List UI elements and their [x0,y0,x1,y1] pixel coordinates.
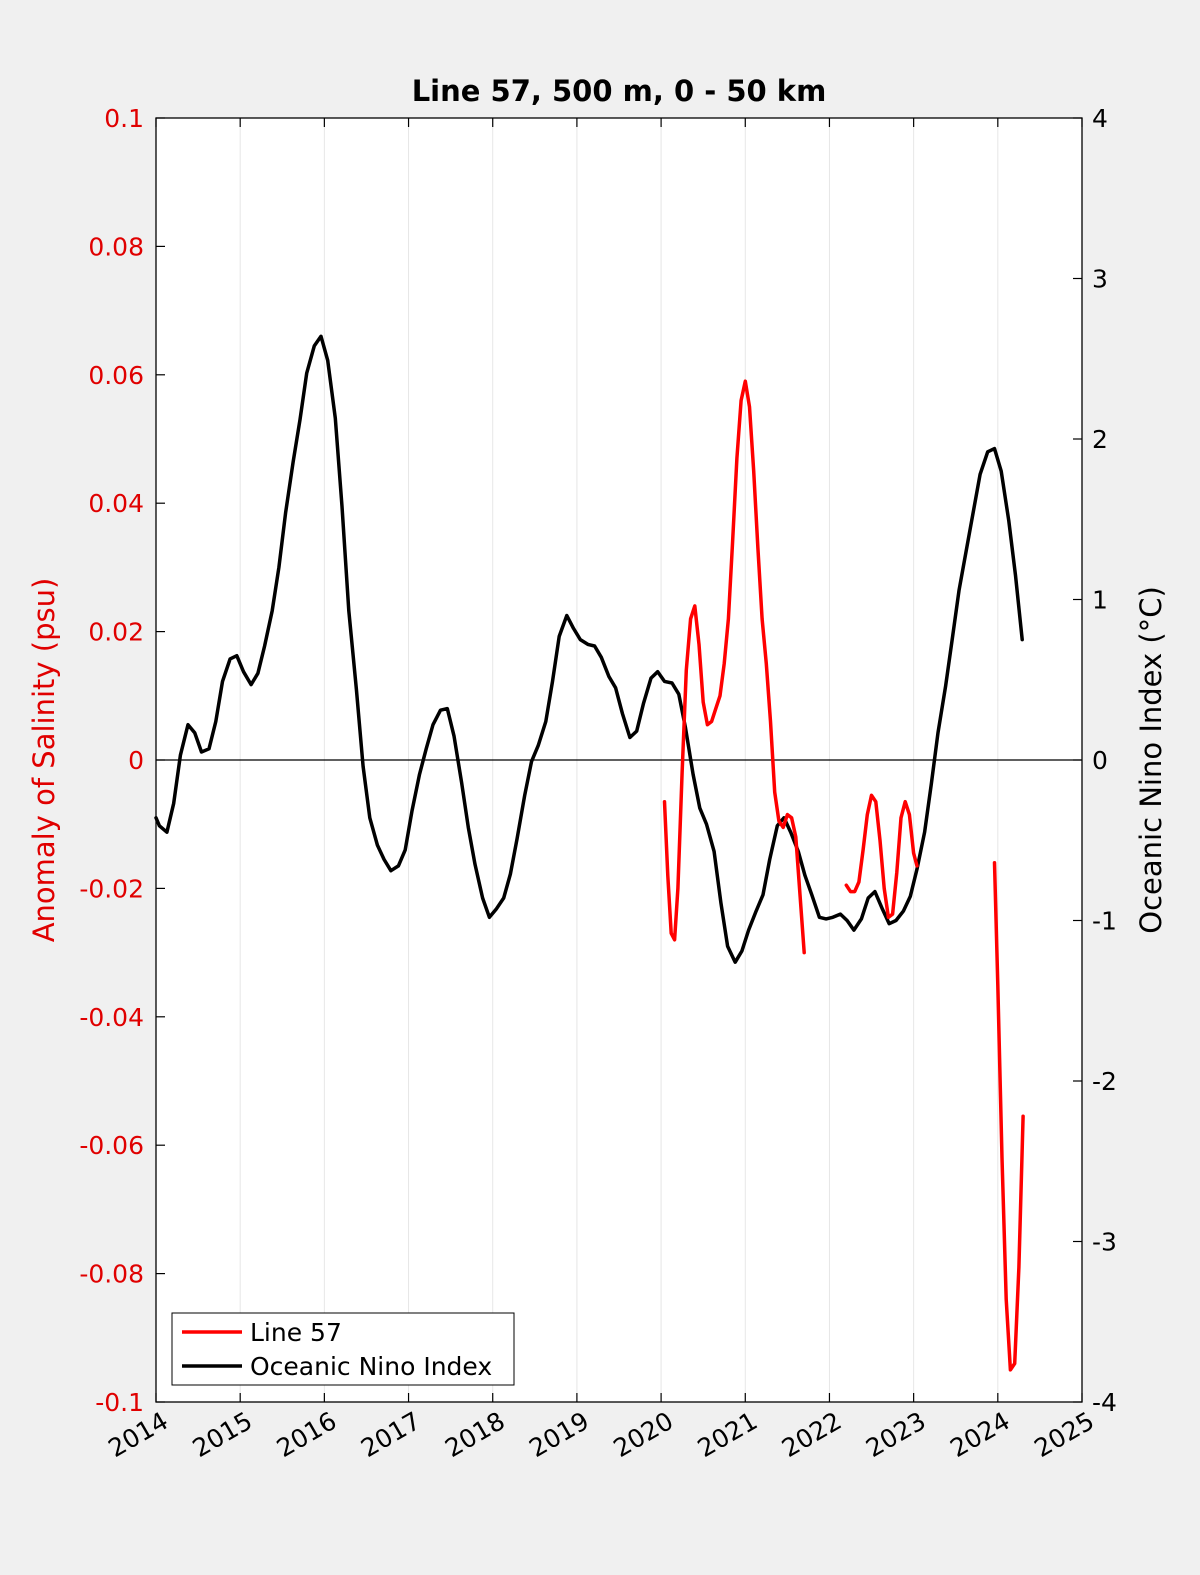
chart-title: Line 57, 500 m, 0 - 50 km [412,74,827,108]
y-tick-label-right: 2 [1092,425,1108,454]
series-line-line-57 [844,793,919,920]
y-tick-label-right: 3 [1092,265,1108,294]
y-axis-label-right: Oceanic Nino Index (°C) [1134,586,1168,934]
y-tick-label-right: 4 [1092,104,1108,133]
y-tick-label-left: 0.08 [88,232,144,261]
y-tick-label-left: -0.04 [79,1003,144,1032]
y-tick-label-right: -4 [1092,1388,1117,1417]
series-line-oceanic-nino-index [154,334,1024,964]
legend-label-oceanic-nino-index: Oceanic Nino Index [250,1352,492,1381]
y-tick-label-left: -0.02 [79,874,144,903]
y-tick-label-right: 1 [1092,586,1108,615]
y-tick-label-left: 0.04 [88,489,144,518]
y-tick-label-left: -0.06 [79,1131,144,1160]
y-tick-label-right: -3 [1092,1228,1117,1257]
y-axis-label-left: Anomaly of Salinity (psu) [27,578,61,943]
series-line-line-57 [662,379,806,955]
legend: Line 57 Oceanic Nino Index [171,1312,515,1386]
y-tick-label-right: 0 [1092,746,1108,775]
y-tick-label-right: -2 [1092,1067,1117,1096]
y-tick-label-left: 0.1 [104,104,144,133]
y-tick-label-right: -1 [1092,907,1117,936]
legend-label-line-57: Line 57 [250,1318,342,1347]
y-tick-label-left: -0.1 [95,1388,144,1417]
series-line-line-57 [992,860,1025,1372]
y-tick-label-left: 0.02 [88,618,144,647]
y-tick-label-left: 0.06 [88,361,144,390]
series-layer [154,334,1025,1372]
legend-box [171,1312,515,1386]
y-tick-label-left: 0 [128,746,144,775]
y-tick-label-left: -0.08 [79,1260,144,1289]
